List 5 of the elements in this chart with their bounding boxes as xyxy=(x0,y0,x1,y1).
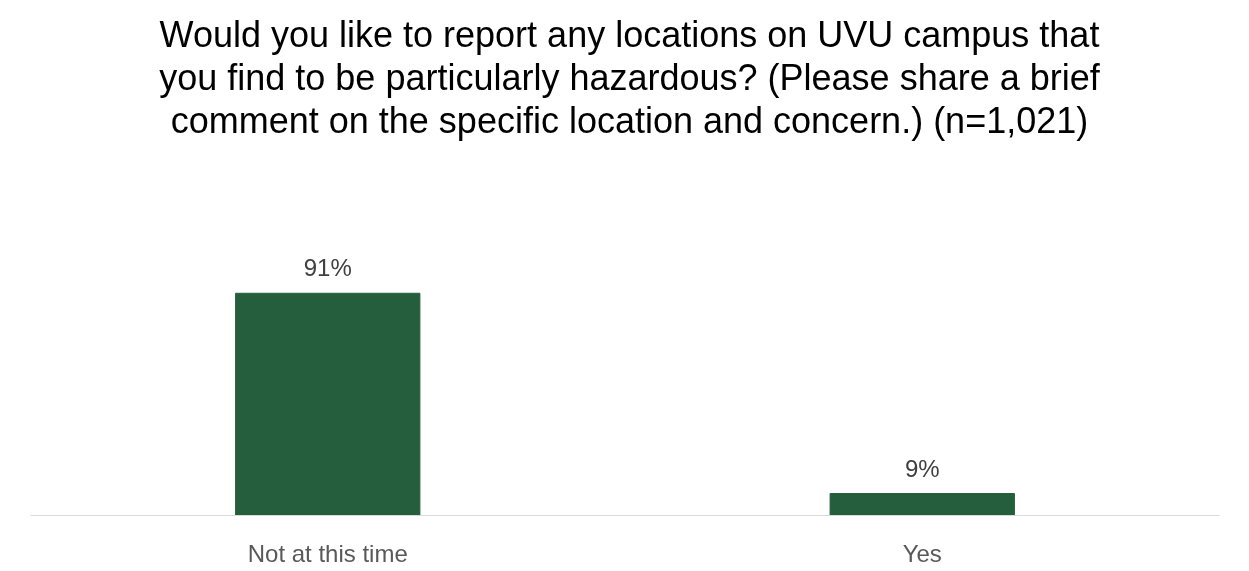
x-tick-label: Not at this time xyxy=(247,539,408,567)
chart-title: Would you like to report any locations on UVU campus that you find to be particularly hazardous? (Please share a brief comment on the specific location and concern.) (n=1,021) xyxy=(158,13,1101,143)
data-label: 9% xyxy=(904,454,940,482)
data-label: 91% xyxy=(303,254,352,282)
x-tick-label: Yes xyxy=(902,539,942,567)
